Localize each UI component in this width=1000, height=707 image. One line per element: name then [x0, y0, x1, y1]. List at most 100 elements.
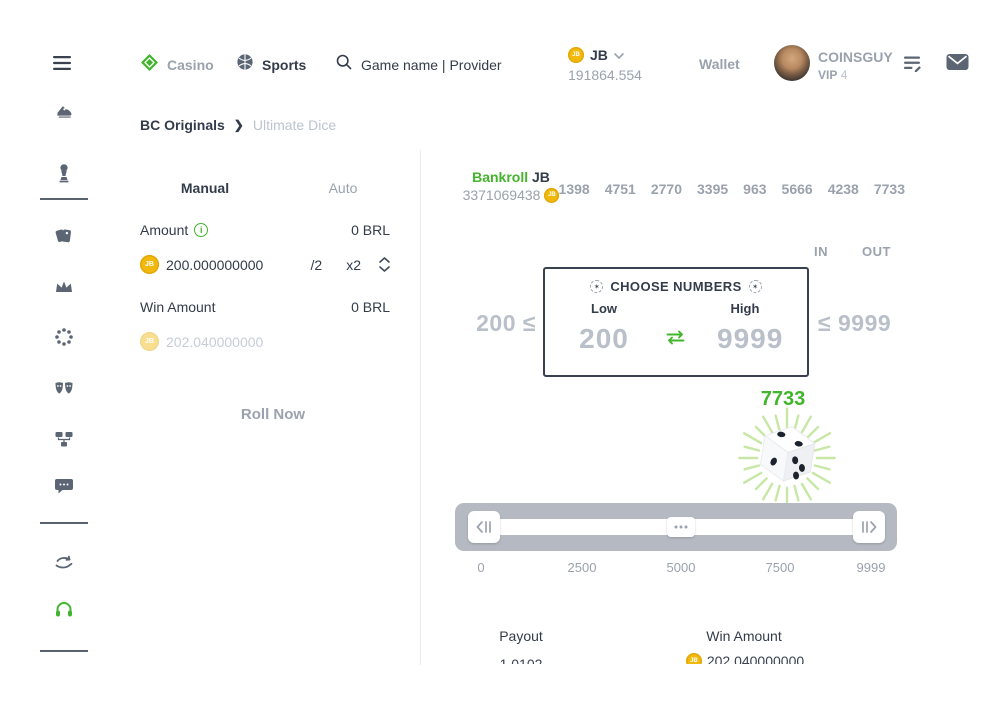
range-slider[interactable]: [455, 503, 897, 551]
tab-manual[interactable]: Manual: [180, 180, 230, 196]
chat-bubble-icon: [54, 477, 74, 500]
bet-stats: Payout 1.0102 Win Amount JB 202.04000000…: [430, 626, 975, 664]
search-placeholder: Game name | Provider: [361, 56, 502, 73]
sidebar-divider: [40, 198, 88, 200]
nav-casino[interactable]: Casino: [140, 53, 214, 77]
amount-stepper[interactable]: [379, 257, 390, 272]
user-info[interactable]: COINSGUY VIP 4: [818, 49, 893, 82]
jb-coin-icon: JB: [140, 332, 159, 351]
sidebar-item-tournaments[interactable]: [54, 163, 74, 185]
menu-toggle-button[interactable]: [53, 56, 71, 75]
wallet-button[interactable]: Wallet: [699, 56, 740, 72]
vip-label: VIP: [818, 68, 838, 82]
masks-icon: [54, 381, 74, 402]
handle-left-grip-icon: [476, 521, 491, 533]
slider-tick: 0: [477, 560, 485, 575]
dice-graphic: [731, 402, 843, 519]
crown-icon: [54, 279, 74, 300]
slider-low-handle[interactable]: [468, 511, 500, 543]
sidebar-item-promotions[interactable]: [54, 228, 74, 248]
info-icon[interactable]: [194, 223, 209, 237]
sidebar-item-bonus[interactable]: [54, 327, 74, 352]
history-roll: 963: [743, 181, 767, 197]
panel-divider: [420, 150, 421, 665]
balance-selector[interactable]: JB JB 191864.554: [568, 46, 642, 83]
high-value-input[interactable]: 9999: [717, 323, 783, 354]
bankroll-info[interactable]: Bankroll JB 3371069438 JB: [456, 169, 566, 203]
chevron-down-icon: [379, 266, 390, 272]
sidebar-divider: [40, 522, 88, 524]
roll-result: 7733: [760, 388, 806, 410]
slider-high-handle[interactable]: [853, 511, 885, 543]
bankroll-user: JB: [532, 169, 550, 185]
sidebar-item-refer-friends[interactable]: [54, 381, 74, 401]
slider-tick: 5000: [666, 560, 696, 575]
mode-in-tab[interactable]: IN: [814, 244, 828, 259]
chevron-down-icon: [614, 46, 624, 64]
high-label: High: [730, 301, 760, 316]
bankroll-label: Bankroll: [472, 169, 529, 185]
casino-diamond-icon: [140, 53, 159, 77]
dice-starburst-icon: [738, 407, 836, 509]
win-amount-label: Win Amount: [140, 299, 216, 315]
choose-numbers-title: CHOOSE NUMBERS: [610, 279, 742, 294]
star-decoration-icon: [590, 280, 604, 293]
tab-auto[interactable]: Auto: [328, 180, 358, 196]
roll-now-button[interactable]: Roll Now: [240, 406, 306, 423]
breadcrumb-bc-originals[interactable]: BC Originals: [140, 117, 225, 133]
network-icon: [54, 430, 74, 453]
sidebar-item-vip-club[interactable]: [54, 279, 74, 299]
breadcrumb-chevron-icon: ❯: [233, 118, 244, 132]
betslip-icon: [903, 56, 922, 76]
win-amount-label: Win Amount: [706, 628, 782, 644]
sidebar-item-support[interactable]: [54, 601, 74, 621]
mail-icon: [946, 54, 969, 75]
payout-label: Payout: [499, 628, 543, 644]
left-bound: 200 ≤: [476, 310, 536, 336]
sidebar-divider: [40, 650, 88, 652]
double-bet-button[interactable]: x2: [346, 256, 361, 273]
jb-coin-icon: JB: [685, 653, 702, 664]
username: COINSGUY: [818, 49, 893, 65]
slider-tick: 9999: [856, 560, 886, 575]
amount-input[interactable]: 200.000000000: [166, 256, 264, 273]
slider-tick: 2500: [567, 560, 597, 575]
balance-amount: 191864.554: [568, 67, 642, 83]
messages-button[interactable]: [946, 53, 969, 76]
sidebar-item-cashback[interactable]: [54, 554, 74, 574]
history-roll: 5666: [781, 181, 813, 197]
amount-fiat-balance: 0 BRL: [351, 222, 390, 238]
vip-level: 4: [840, 68, 848, 82]
bankroll-id: 3371069438: [462, 187, 541, 203]
sneaker-icon: [54, 101, 74, 126]
sidebar-item-originals[interactable]: [54, 103, 74, 123]
mode-out-tab[interactable]: OUT: [862, 244, 891, 259]
half-bet-button[interactable]: /2: [310, 256, 323, 273]
slider-tick: 7500: [765, 560, 795, 575]
low-value-input[interactable]: 200: [579, 323, 629, 354]
nav-sports[interactable]: Sports: [236, 53, 306, 76]
avatar[interactable]: [774, 45, 810, 81]
sidebar-item-chat[interactable]: [54, 478, 74, 498]
breadcrumb-current-page: Ultimate Dice: [252, 117, 337, 133]
history-roll: 4238: [827, 181, 859, 197]
star-decoration-icon: [748, 280, 762, 293]
game-search[interactable]: Game name | Provider: [336, 54, 502, 75]
balance-currency: JB: [590, 47, 608, 63]
sidebar-item-affiliate[interactable]: [54, 431, 74, 451]
swap-arrows-icon: [664, 330, 687, 349]
slider-center-handle[interactable]: [667, 517, 695, 537]
hamburger-icon: [53, 56, 71, 74]
history-roll: 7733: [873, 181, 905, 197]
handle-right-grip-icon: [862, 521, 877, 533]
choose-numbers-box: CHOOSE NUMBERS Low High 200 9999: [543, 267, 809, 377]
jb-coin-icon: JB: [544, 187, 560, 203]
search-icon: [336, 54, 352, 75]
right-bound: ≤ 9999: [818, 310, 892, 336]
low-label: Low: [591, 301, 617, 316]
swap-values-button[interactable]: [664, 330, 687, 350]
dotted-ring-icon: [54, 327, 74, 352]
betslip-button[interactable]: [903, 55, 922, 77]
basketball-icon: [236, 53, 254, 76]
